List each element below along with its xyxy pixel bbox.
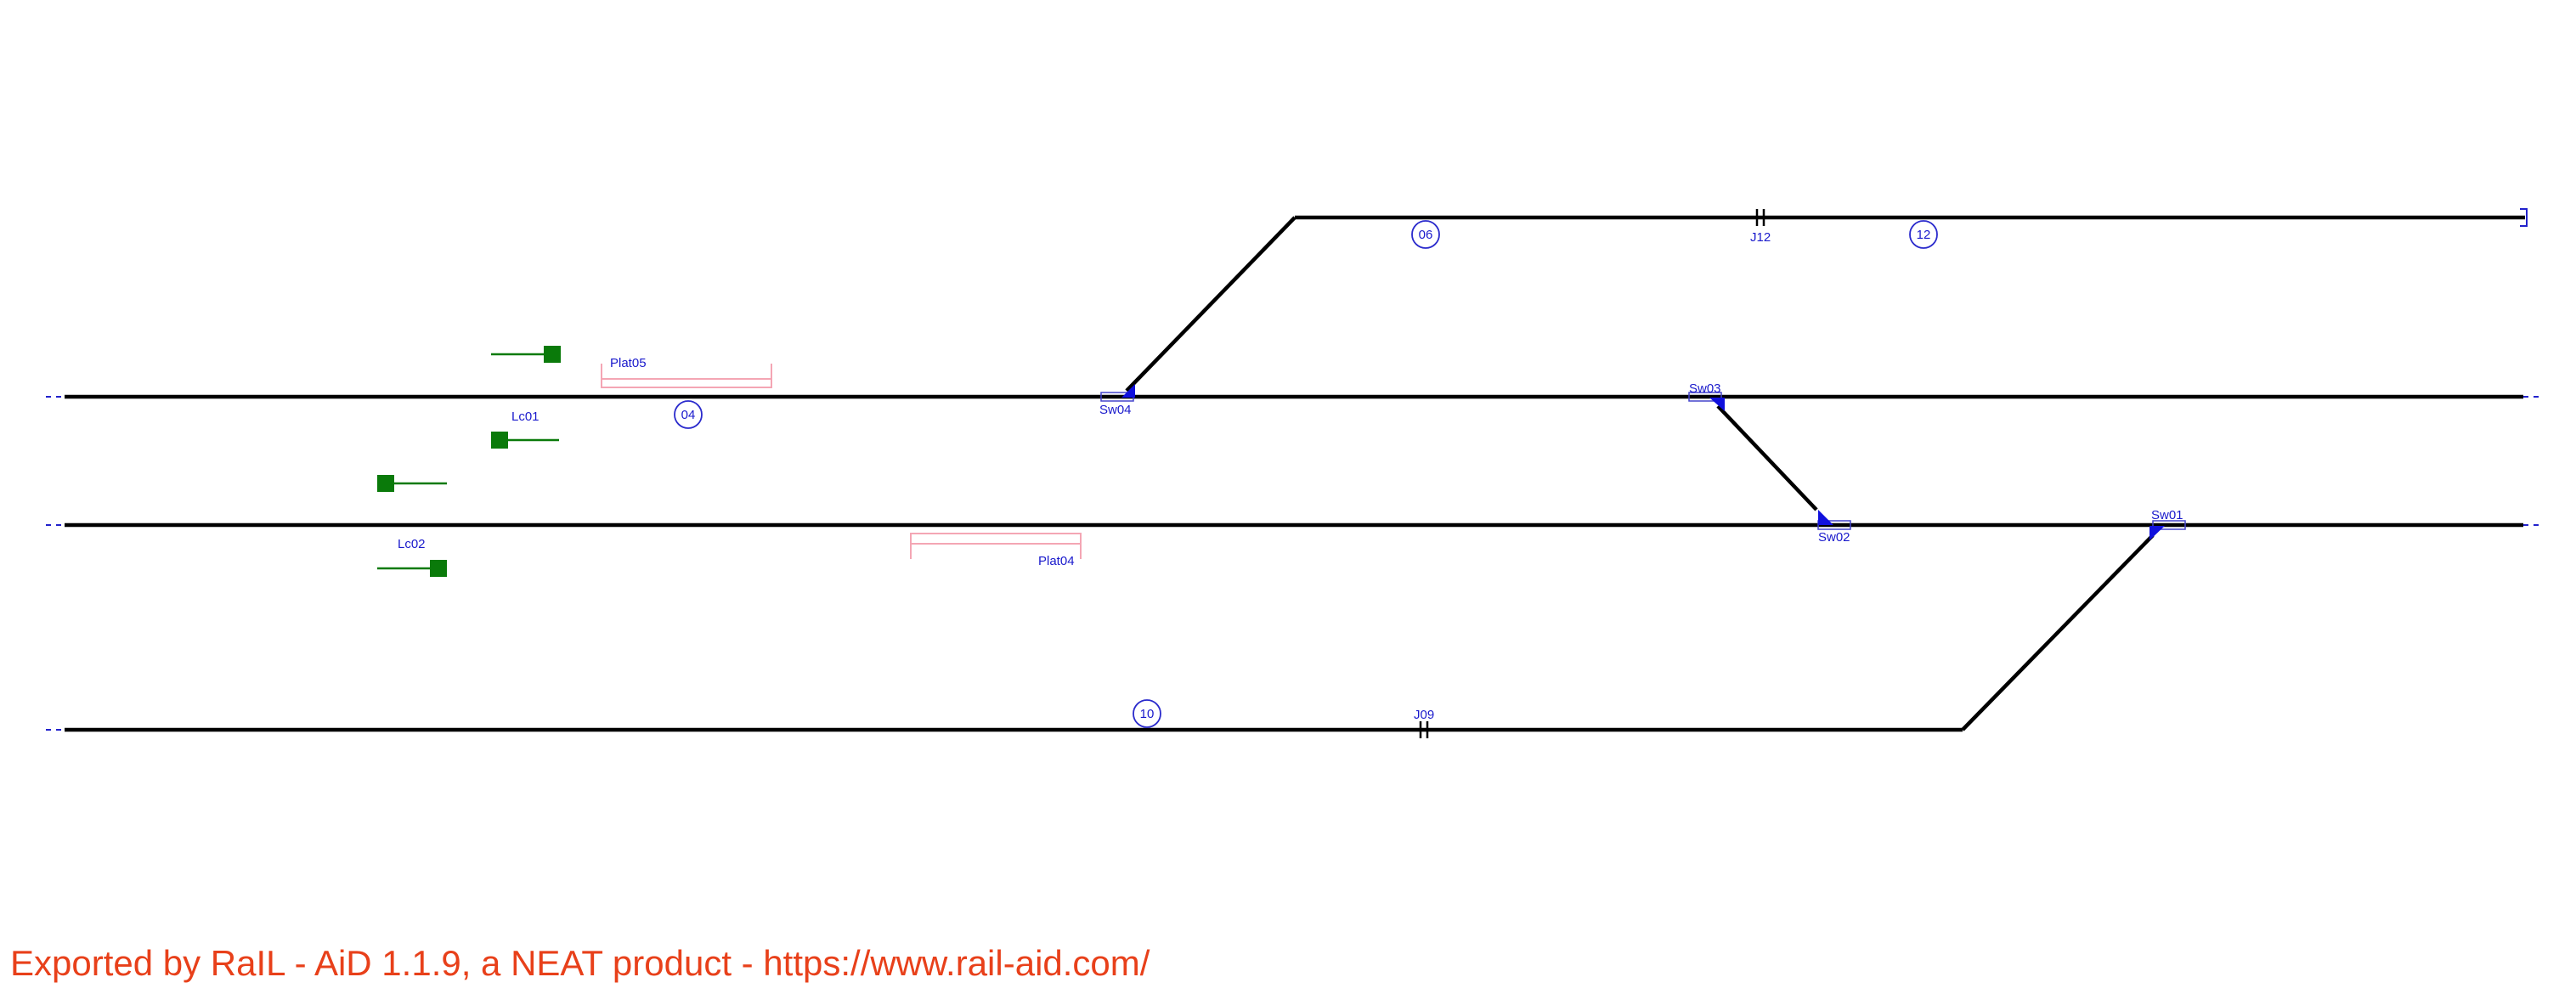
signal-head[interactable] bbox=[544, 346, 561, 363]
level-crossing-lc01-label: Lc01 bbox=[511, 409, 539, 424]
platform-plat04-label: Plat04 bbox=[1038, 554, 1075, 568]
joints: J12 J09 bbox=[1414, 209, 1771, 738]
sections: 04 06 12 10 bbox=[674, 220, 1938, 728]
switch-sw02-label: Sw02 bbox=[1818, 530, 1850, 545]
switch-sw01-marker[interactable] bbox=[2149, 526, 2165, 540]
switch-sw04-label: Sw04 bbox=[1099, 403, 1132, 417]
switch-sw04-marker[interactable] bbox=[1121, 384, 1135, 398]
track-crossover[interactable] bbox=[1716, 404, 1818, 511]
level-crossing-lc02-label: Lc02 bbox=[398, 537, 426, 551]
section-06-label: 06 bbox=[1419, 228, 1433, 242]
joint-j12-label: J12 bbox=[1750, 230, 1771, 245]
switch-sw01-label: Sw01 bbox=[2151, 508, 2183, 522]
export-footer: Exported by RaIL - AiD 1.1.9, a NEAT pro… bbox=[10, 943, 1150, 983]
section-04-label: 04 bbox=[681, 408, 696, 422]
track-diagram: Plat05 Plat04 Lc01 Lc02 Sw04 Sw03 Sw02 S… bbox=[46, 208, 2544, 738]
section-12-label: 12 bbox=[1917, 228, 1931, 242]
switch-sw03-marker[interactable] bbox=[1709, 398, 1725, 411]
track-ends bbox=[46, 208, 2544, 731]
signal-head-lc01[interactable] bbox=[491, 432, 508, 449]
signal-head-lc02[interactable] bbox=[430, 560, 447, 577]
platform-plat04[interactable] bbox=[910, 533, 1082, 559]
platforms: Plat05 Plat04 bbox=[601, 356, 1082, 568]
signals: Lc01 Lc02 bbox=[377, 346, 561, 577]
switch-sw03-label: Sw03 bbox=[1689, 381, 1721, 396]
switch-sw02-marker[interactable] bbox=[1818, 510, 1833, 525]
signal-head[interactable] bbox=[377, 475, 394, 492]
section-10-circle[interactable] bbox=[1133, 699, 1161, 728]
section-04-circle[interactable] bbox=[674, 400, 703, 429]
section-12-circle[interactable] bbox=[1909, 220, 1938, 249]
platform-plat05[interactable] bbox=[601, 364, 772, 388]
section-10-label: 10 bbox=[1140, 707, 1155, 721]
tracks bbox=[65, 215, 2525, 732]
track-bottom-diagonal[interactable] bbox=[1961, 534, 2155, 731]
platform-plat05-label: Plat05 bbox=[610, 356, 647, 370]
section-06-circle[interactable] bbox=[1411, 220, 1440, 249]
switch-sw01-box bbox=[2152, 520, 2186, 530]
switch-sw03-box bbox=[1688, 392, 1722, 402]
switches: Sw04 Sw03 Sw02 Sw01 bbox=[1099, 381, 2186, 545]
buffer-stop bbox=[2520, 208, 2528, 227]
track-top-diagonal[interactable] bbox=[1125, 216, 1296, 393]
joint-j09-label: J09 bbox=[1414, 708, 1434, 722]
